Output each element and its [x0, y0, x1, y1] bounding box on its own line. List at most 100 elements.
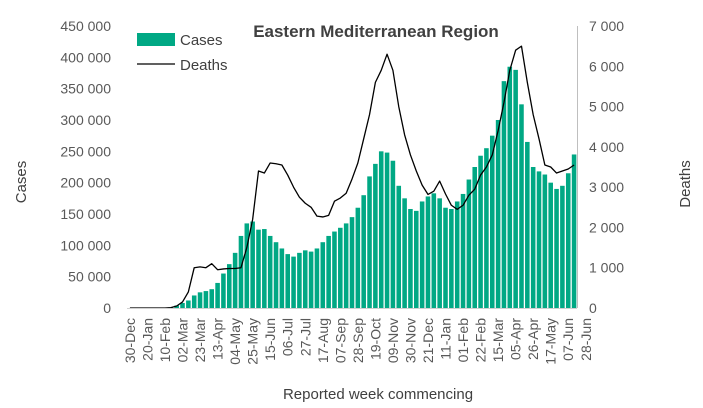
x-tick-label: 30-Dec [122, 318, 138, 363]
legend: Cases Deaths [137, 32, 228, 74]
deaths-line [129, 45, 575, 309]
cases-bar [244, 223, 250, 308]
x-tick-label: 17-Aug [315, 318, 331, 363]
x-tick-label: 30-Nov [402, 318, 418, 363]
x-tick-label: 02-Mar [175, 318, 191, 363]
y-axis-left-title: Cases [13, 161, 30, 204]
x-axis: 30-Dec 20-Jan 10-Feb 02-Mar 23-Mar 13-Apr 04-M… [122, 318, 594, 365]
cases-bar [256, 229, 261, 308]
legend-label-deaths: Deaths [180, 57, 228, 74]
x-tick-label: 15-Mar [490, 318, 506, 363]
x-tick-label: 23-Mar [192, 318, 208, 363]
y-axis-right-title: Deaths [677, 160, 694, 208]
x-tick-label: 26-Apr [525, 318, 541, 360]
cases-bar [308, 251, 314, 308]
cases-bar [332, 231, 337, 308]
cases-bar [186, 300, 191, 308]
y-left-tick-label: 300 000 [60, 112, 111, 128]
y-right-tick-label: 2 000 [589, 219, 624, 235]
cases-bar [507, 66, 513, 308]
cases-bar [180, 302, 185, 308]
x-tick-label: 17-May [543, 318, 559, 365]
cases-bar [408, 208, 413, 308]
y-right-tick-label: 5 000 [589, 99, 624, 115]
cases-bar [320, 242, 326, 308]
x-tick-label: 01-Feb [455, 318, 471, 363]
cases-bar [285, 254, 290, 308]
x-tick-label: 28-Jun [578, 318, 594, 361]
cases-bar [414, 210, 419, 308]
y-left-tick-label: 200 000 [60, 175, 111, 191]
cases-bar [390, 160, 396, 308]
cases-bar [378, 151, 384, 308]
cases-bar [373, 163, 378, 308]
cases-bar [238, 235, 244, 308]
cases-bar [174, 305, 179, 308]
cases-bar [478, 155, 483, 308]
cases-bar [355, 207, 361, 308]
cases-bar [215, 282, 220, 308]
y-left-tick-label: 100 000 [60, 237, 111, 253]
x-tick-label: 07-Jun [560, 318, 576, 361]
x-tick-label: 25-May [245, 318, 261, 365]
cases-bar [273, 242, 279, 308]
cases-bar [554, 188, 559, 308]
y-left-tick-label: 450 000 [60, 18, 111, 34]
cases-bar [484, 148, 489, 308]
cases-bar [548, 182, 553, 308]
x-tick-label: 05-Apr [508, 318, 524, 360]
cases-bar [560, 185, 565, 308]
cases-bar [449, 208, 454, 308]
cases-bar [402, 198, 407, 308]
legend-label-cases: Cases [180, 32, 223, 49]
cases-bar [437, 198, 442, 308]
cases-bar [536, 171, 542, 308]
x-tick-label: 07-Sep [332, 318, 348, 363]
cases-bar [209, 289, 215, 308]
y-left-tick-label: 400 000 [60, 49, 111, 65]
cases-bar [279, 248, 285, 308]
cases-bar [226, 264, 232, 308]
x-tick-label: 28-Sep [350, 318, 366, 363]
cases-bar [349, 217, 355, 308]
y-left-tick-label: 50 000 [68, 269, 111, 285]
cases-bar [384, 152, 390, 308]
cases-bar [291, 256, 296, 308]
cases-bar [466, 179, 472, 308]
cases-bar [419, 201, 425, 308]
cases-bar [267, 235, 273, 308]
cases-bar [495, 120, 501, 308]
y-left-tick-label: 350 000 [60, 81, 111, 97]
cases-bar [221, 273, 226, 308]
cases-bars [162, 66, 577, 308]
x-tick-label: 15-Jun [262, 318, 278, 361]
cases-bar [338, 227, 343, 308]
cases-bar [396, 185, 402, 308]
cases-bar [302, 250, 308, 308]
x-tick-label: 22-Feb [473, 318, 489, 363]
x-tick-label: 19-Oct [367, 318, 383, 360]
cases-bar [489, 135, 495, 308]
legend-swatch-cases [137, 33, 175, 46]
y-axis-left: 0 50 000 100 000 150 000 200 000 250 000 300 0… [60, 18, 111, 316]
cases-bar [361, 195, 366, 308]
y-left-tick-label: 0 [103, 300, 111, 316]
cases-bar [565, 173, 571, 308]
cases-bar [530, 167, 536, 308]
x-tick-label: 20-Jan [139, 318, 155, 361]
cases-bar [343, 223, 349, 308]
y-right-tick-label: 4 000 [589, 139, 624, 155]
cases-bar [454, 201, 460, 308]
cases-bar [367, 176, 372, 308]
y-left-tick-label: 150 000 [60, 206, 111, 222]
cases-bar [431, 193, 437, 308]
x-tick-label: 04-May [227, 318, 243, 365]
x-tick-label: 13-Apr [210, 318, 226, 360]
cases-bar [571, 154, 577, 308]
cases-bar [297, 252, 302, 308]
x-tick-label: 10-Feb [157, 318, 173, 363]
cases-bar [501, 81, 507, 308]
x-tick-label: 06-Jul [280, 318, 296, 356]
cases-bar [197, 292, 203, 308]
